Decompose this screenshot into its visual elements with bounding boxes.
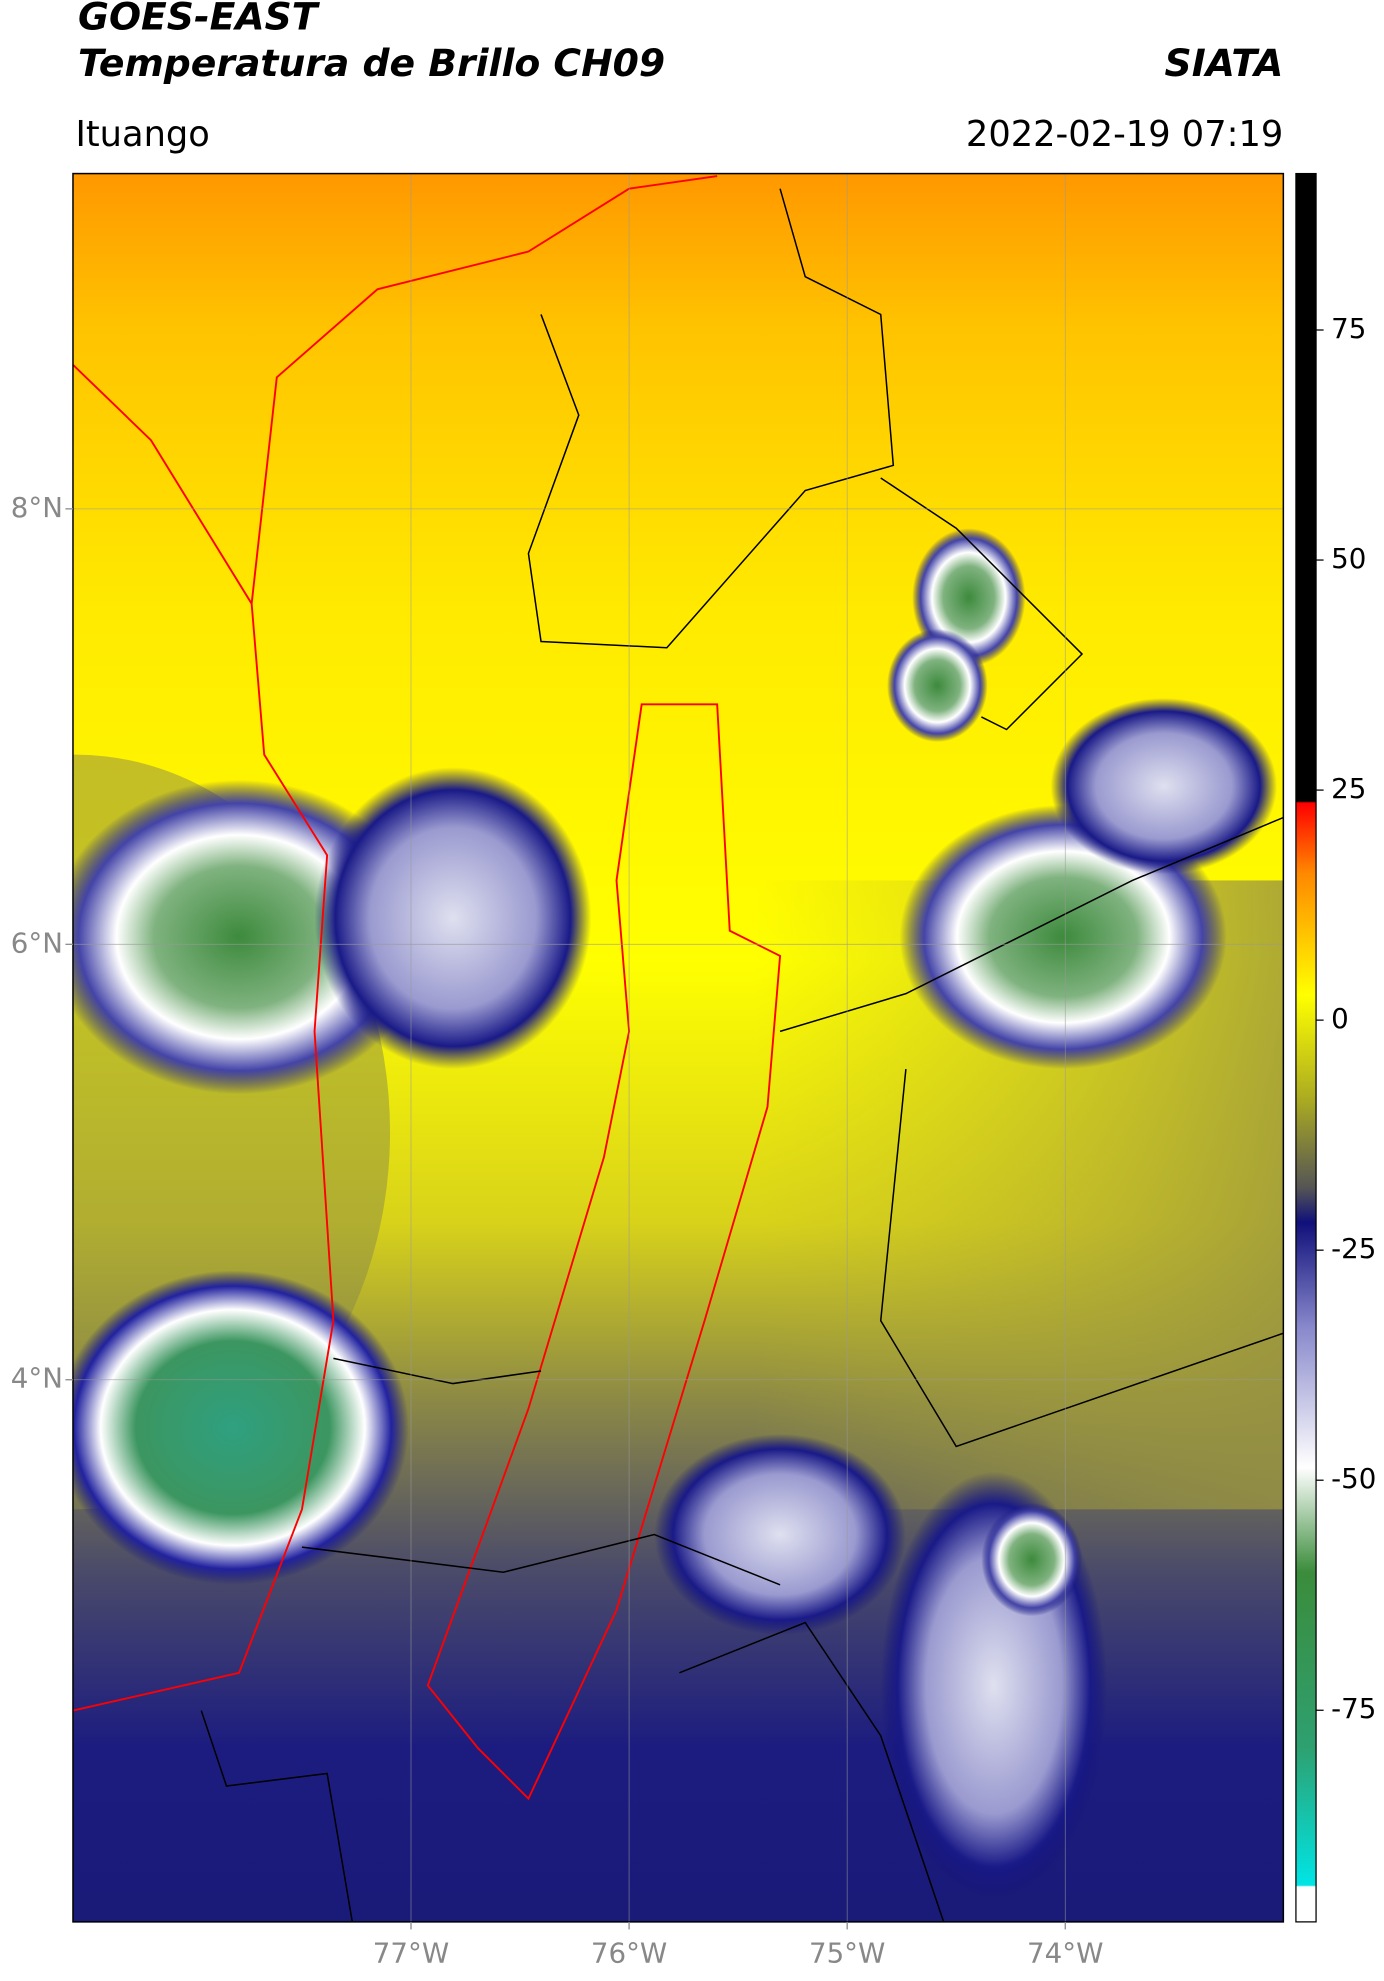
map-frame: [72, 172, 1285, 1923]
grid: [72, 173, 1284, 1922]
imagery: [72, 173, 1284, 1922]
colorbar: [1295, 172, 1317, 1923]
colorbar-tick-label: -50: [1331, 1462, 1376, 1495]
x-tick-label: 74°W: [1027, 1937, 1103, 1970]
colorbar-tick-label: 75: [1331, 312, 1366, 345]
x-tick-label: 75°W: [809, 1937, 885, 1970]
region: Ituango: [75, 114, 209, 155]
x-tick-label: 77°W: [373, 1937, 449, 1970]
colorbar-tick-label: 25: [1331, 772, 1366, 805]
colorbar-tick-label: 50: [1331, 542, 1366, 575]
y-tick-label: 6°N: [11, 926, 63, 959]
x-tick-label: 76°W: [591, 1937, 667, 1970]
colorbar-tick-label: 0: [1331, 1002, 1349, 1035]
agency: SIATA: [1165, 41, 1284, 85]
y-tick-label: 8°N: [11, 491, 63, 524]
subtitle: Temperatura de Brillo CH09: [78, 41, 665, 85]
colorbar-tick-label: -75: [1331, 1692, 1376, 1725]
y-tick-label: 4°N: [11, 1362, 63, 1395]
colorbar-tick-label: -25: [1331, 1232, 1376, 1265]
datetime: 2022-02-19 07:19: [966, 114, 1283, 155]
title: GOES-EAST: [78, 0, 321, 38]
